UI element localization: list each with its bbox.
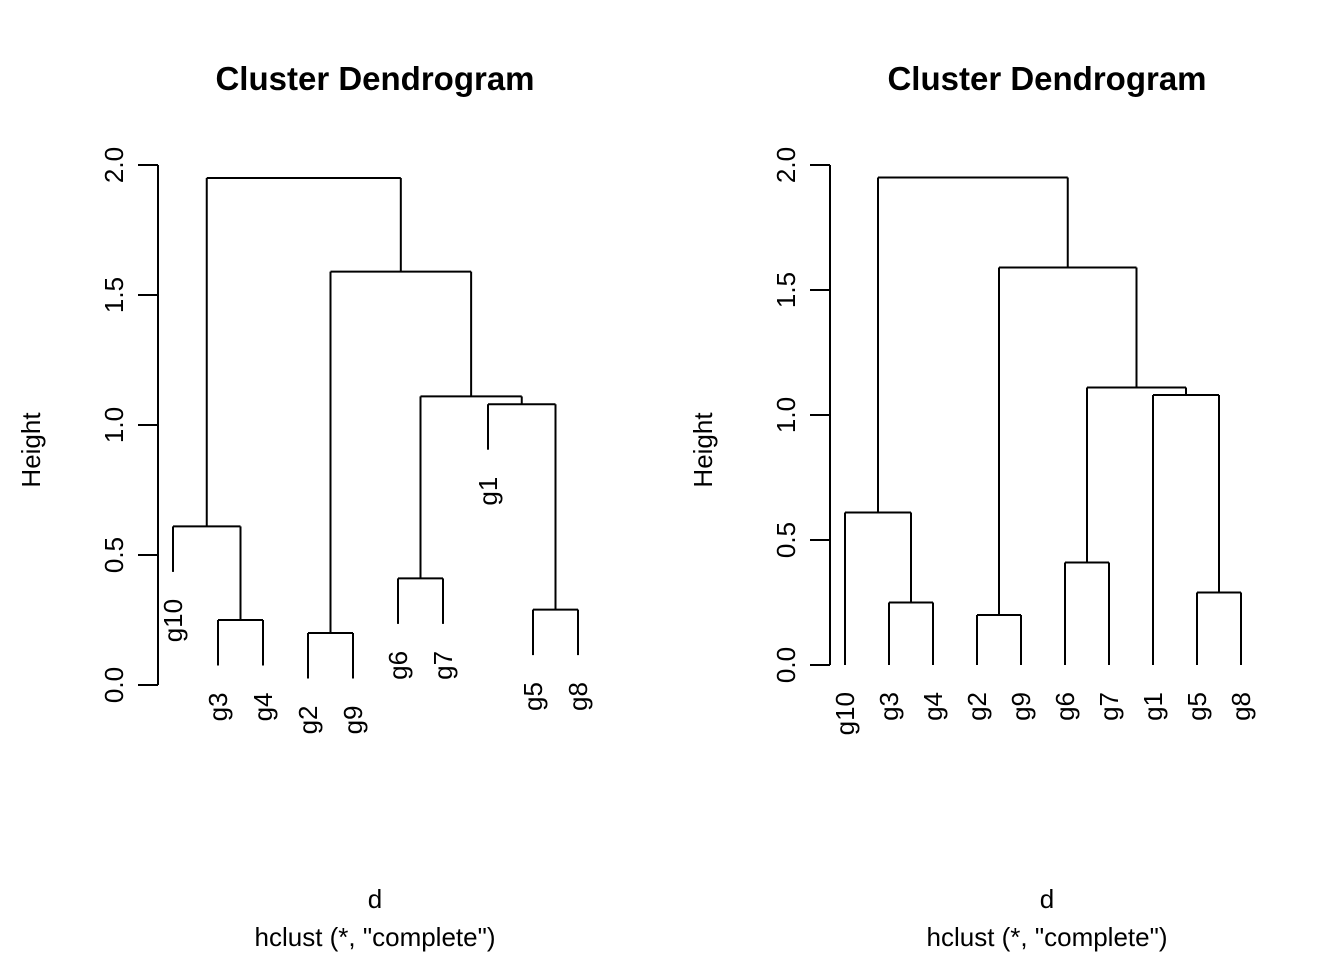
leaf-label: g2 [962, 692, 992, 721]
y-tick-label: 1.5 [99, 277, 129, 313]
leaf-label: g1 [473, 477, 503, 506]
leaf-label: g7 [1094, 692, 1124, 721]
y-tick-label: 2.0 [771, 147, 801, 183]
leaf-label: g9 [338, 706, 368, 735]
y-tick-label: 1.0 [99, 407, 129, 443]
y-tick-label: 0.0 [99, 667, 129, 703]
leaf-label: g6 [383, 651, 413, 680]
x-axis-title-line1: d [1039, 884, 1055, 914]
y-tick-label: 0.0 [771, 647, 801, 683]
leaf-label: g8 [1226, 692, 1256, 721]
leaf-label: g1 [1138, 692, 1168, 721]
leaf-label: g4 [918, 692, 948, 721]
leaf-label: g4 [248, 693, 278, 722]
leaf-label: g10 [830, 692, 860, 735]
y-axis-title: Height [688, 412, 718, 488]
leaf-label: g9 [1006, 692, 1036, 721]
y-tick-label: 0.5 [99, 537, 129, 573]
leaf-label: g5 [1182, 692, 1212, 721]
x-axis-title-line2: hclust (*, "complete") [254, 922, 496, 952]
y-tick-label: 1.0 [771, 397, 801, 433]
leaf-label: g10 [158, 599, 188, 642]
y-tick-label: 1.5 [771, 272, 801, 308]
y-tick-label: 2.0 [99, 147, 129, 183]
y-axis-title: Height [16, 412, 46, 488]
right-dendrogram-plot: 0.0 0.5 1.0 1.5 2.0 g10 g3 g4 g2 g9 g6 g7 g1 g5 g8 [771, 147, 1256, 735]
leaf-label: g2 [293, 706, 323, 735]
leaf-label: g7 [428, 651, 458, 680]
left-dendrogram-plot: 0.0 0.5 1.0 1.5 2.0 g10 g3 g4 g2 g9 g6 g7 g1 g5 g8 [99, 147, 593, 735]
y-tick-label: 0.5 [771, 522, 801, 558]
panel-title: Cluster Dendrogram [215, 60, 535, 97]
leaf-label: g5 [518, 682, 548, 711]
leaf-label: g8 [563, 682, 593, 711]
panel-right: 0.0 0.5 1.0 1.5 2.0 g10 g3 g4 g2 g9 g6 g7 g1 g5 g8 Clu… [672, 0, 1344, 960]
leaf-label: g6 [1050, 692, 1080, 721]
panel-left: 0.0 0.5 1.0 1.5 2.0 g10 g3 g4 g2 g9 g6 g7 g1 g5 g8 Clu… [16, 60, 593, 952]
leaf-label: g3 [874, 692, 904, 721]
panel-title: Cluster Dendrogram [887, 60, 1207, 97]
x-axis-title-line2: hclust (*, "complete") [926, 922, 1168, 952]
leaf-label: g3 [203, 693, 233, 722]
x-axis-title-line1: d [367, 884, 383, 914]
